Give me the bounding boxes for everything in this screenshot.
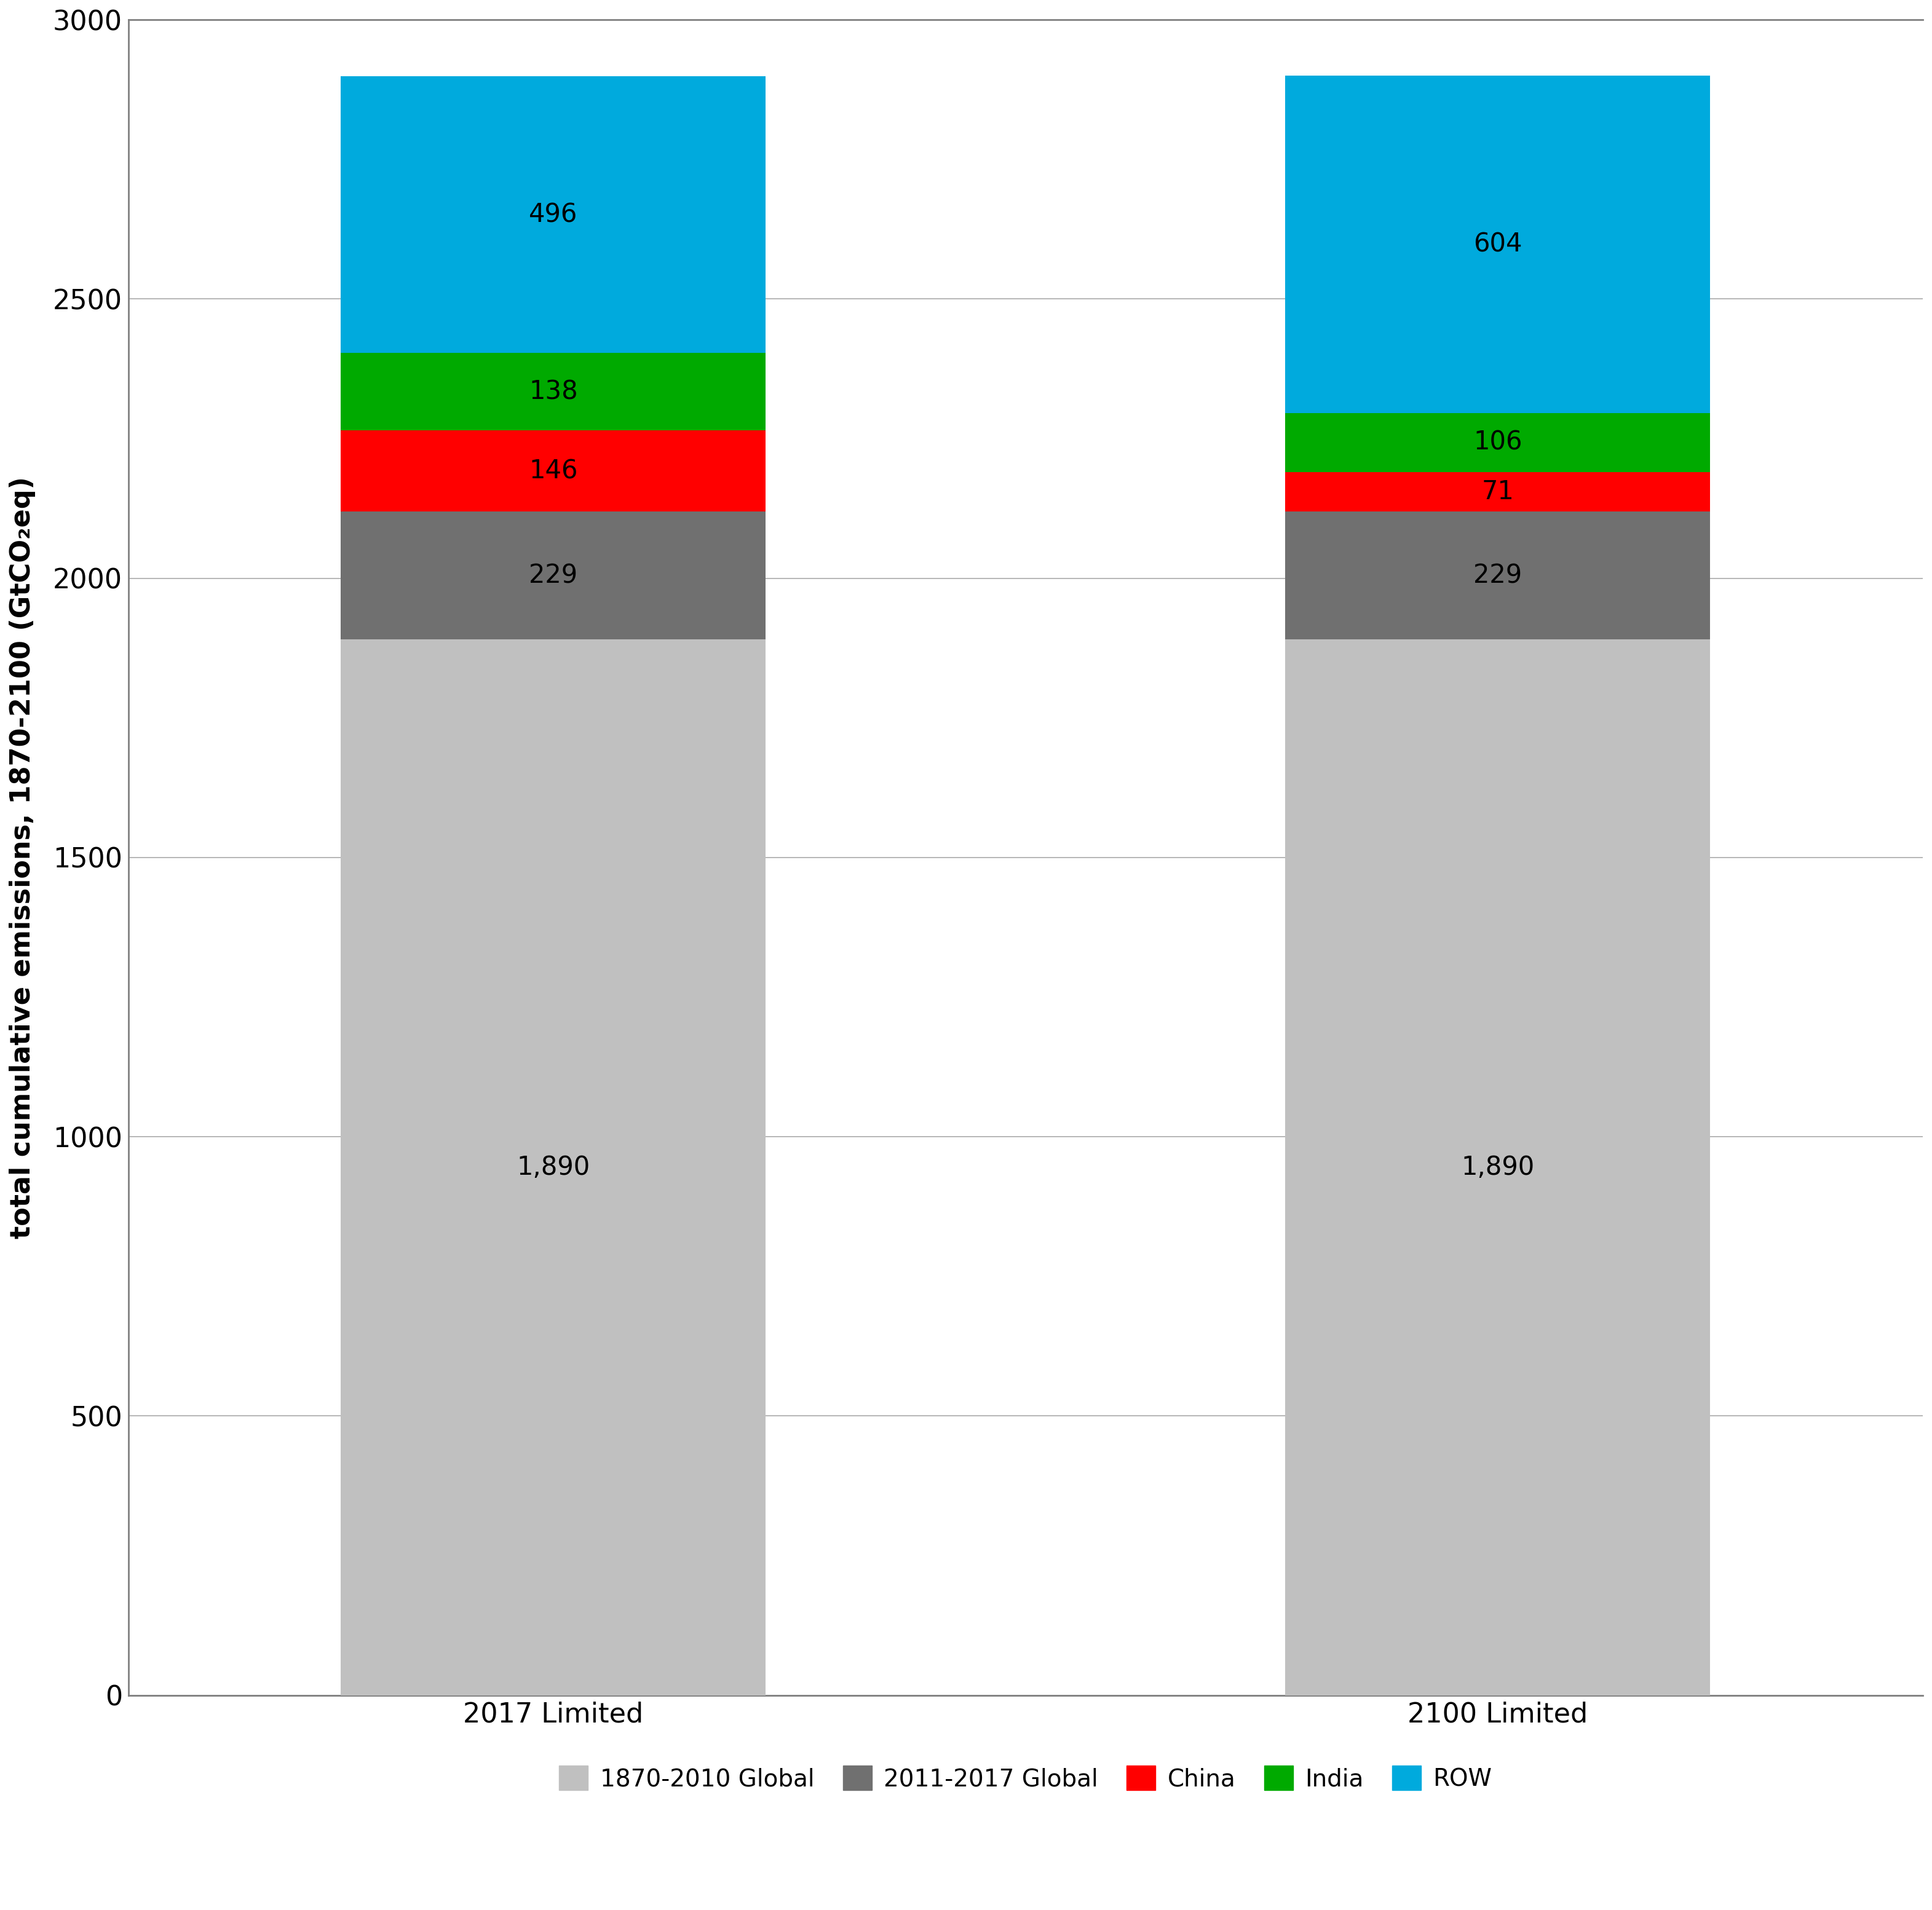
Text: 71: 71 — [1482, 479, 1515, 504]
Text: 496: 496 — [529, 202, 578, 227]
Y-axis label: total cumulative emissions, 1870-2100 (GtCO₂eq): total cumulative emissions, 1870-2100 (G… — [10, 476, 35, 1238]
Bar — [1285, 640, 1710, 1696]
Bar — [1285, 76, 1710, 413]
Text: 1,890: 1,890 — [1461, 1154, 1534, 1180]
Bar — [340, 512, 765, 640]
Bar — [1285, 472, 1710, 512]
Legend: 1870-2010 Global, 2011-2017 Global, China, India, ROW: 1870-2010 Global, 2011-2017 Global, Chin… — [549, 1755, 1501, 1801]
Bar — [340, 353, 765, 430]
Text: 138: 138 — [529, 378, 578, 405]
Text: 106: 106 — [1474, 430, 1522, 455]
Text: 229: 229 — [529, 563, 578, 588]
Text: 229: 229 — [1474, 563, 1522, 588]
Bar — [340, 76, 765, 353]
Text: 604: 604 — [1474, 231, 1522, 258]
Bar — [1285, 512, 1710, 640]
Bar — [340, 640, 765, 1696]
Text: 146: 146 — [529, 458, 578, 483]
Bar — [340, 430, 765, 512]
Bar — [1285, 413, 1710, 472]
Text: 1,890: 1,890 — [516, 1154, 589, 1180]
